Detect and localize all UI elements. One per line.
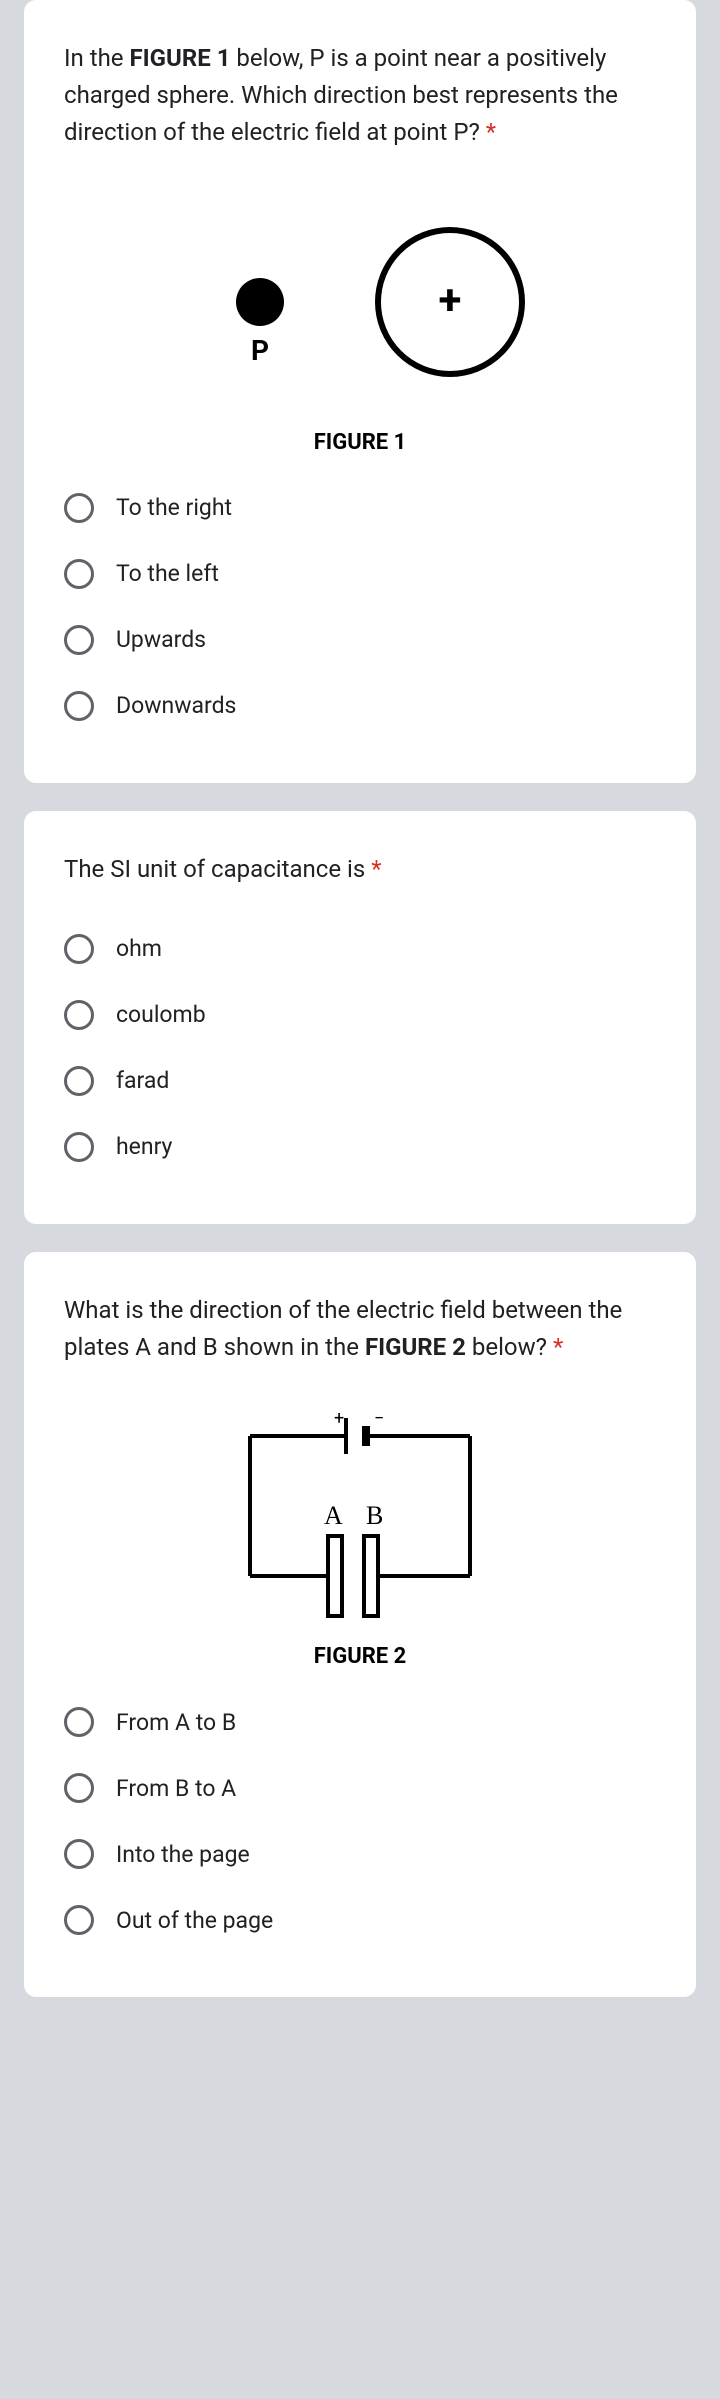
text-part: In the — [64, 44, 129, 72]
text-part: The SI unit of capacitance is — [64, 855, 371, 883]
question-text: The SI unit of capacitance is * — [64, 851, 656, 888]
required-asterisk: * — [553, 1333, 563, 1361]
option-to-the-left[interactable]: To the left — [64, 541, 656, 607]
option-label: farad — [116, 1067, 169, 1094]
figure-2: + − A B FIGURE 2 — [64, 1406, 656, 1669]
question-text: In the FIGURE 1 below, P is a point near… — [64, 40, 656, 152]
radio-icon — [64, 559, 94, 589]
radio-icon — [64, 1066, 94, 1096]
figure-1: P + FIGURE 1 — [64, 192, 656, 455]
battery-plus: + — [334, 1408, 344, 1429]
text-part: below? — [466, 1333, 547, 1361]
option-label: ohm — [116, 935, 162, 962]
question-text: What is the direction of the electric fi… — [64, 1292, 656, 1366]
required-asterisk: * — [371, 855, 381, 883]
option-label: To the left — [116, 560, 219, 587]
option-to-the-right[interactable]: To the right — [64, 475, 656, 541]
battery-minus: − — [374, 1408, 384, 1429]
option-downwards[interactable]: Downwards — [64, 673, 656, 739]
option-from-a-to-b[interactable]: From A to B — [64, 1689, 656, 1755]
option-label: From A to B — [116, 1709, 236, 1736]
option-label: coulomb — [116, 1001, 206, 1028]
option-farad[interactable]: farad — [64, 1048, 656, 1114]
required-asterisk: * — [486, 118, 496, 146]
option-ohm[interactable]: ohm — [64, 916, 656, 982]
radio-icon — [64, 934, 94, 964]
charge-label: + — [439, 276, 462, 325]
option-upwards[interactable]: Upwards — [64, 607, 656, 673]
radio-icon — [64, 1773, 94, 1803]
point-label: P — [251, 334, 269, 367]
radio-icon — [64, 1000, 94, 1030]
radio-icon — [64, 493, 94, 523]
question-card: What is the direction of the electric fi… — [24, 1252, 696, 1997]
option-label: From B to A — [116, 1775, 236, 1802]
question-card: In the FIGURE 1 below, P is a point near… — [24, 0, 696, 783]
radio-icon — [64, 691, 94, 721]
option-label: Upwards — [116, 626, 206, 653]
option-label: henry — [116, 1133, 172, 1160]
radio-icon — [64, 1132, 94, 1162]
option-henry[interactable]: henry — [64, 1114, 656, 1180]
option-from-b-to-a[interactable]: From B to A — [64, 1755, 656, 1821]
figure-caption: FIGURE 2 — [314, 1644, 407, 1669]
option-label: To the right — [116, 494, 232, 521]
text-bold: FIGURE 1 — [129, 44, 230, 72]
radio-icon — [64, 625, 94, 655]
question-card: The SI unit of capacitance is * ohm coul… — [24, 811, 696, 1224]
option-coulomb[interactable]: coulomb — [64, 982, 656, 1048]
option-into-the-page[interactable]: Into the page — [64, 1821, 656, 1887]
figure-caption: FIGURE 1 — [314, 430, 407, 455]
plate-a-label: A — [324, 1501, 343, 1530]
option-label: Downwards — [116, 692, 236, 719]
option-label: Out of the page — [116, 1907, 273, 1934]
option-label: Into the page — [116, 1841, 250, 1868]
radio-icon — [64, 1839, 94, 1869]
text-bold: FIGURE 2 — [365, 1333, 466, 1361]
radio-icon — [64, 1707, 94, 1737]
figure-2-svg: + − A B — [210, 1406, 510, 1626]
option-out-of-the-page[interactable]: Out of the page — [64, 1887, 656, 1953]
figure-1-svg: P + — [150, 192, 570, 412]
radio-icon — [64, 1905, 94, 1935]
plate-b-label: B — [366, 1501, 383, 1530]
